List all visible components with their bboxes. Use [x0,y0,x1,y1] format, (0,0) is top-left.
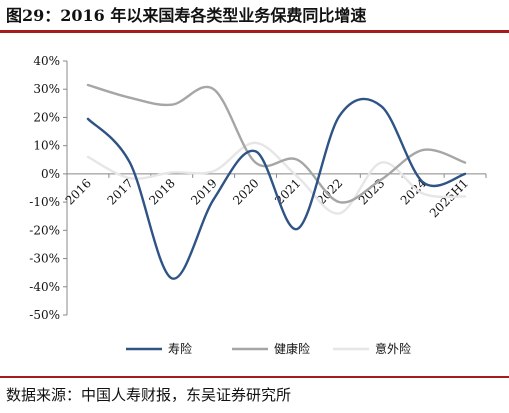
legend-label-0: 寿险 [168,341,192,356]
legend: 寿险 健康险 意外险 [126,341,411,356]
y-tick-label: 0% [41,167,60,181]
y-tick-label: 20% [33,110,60,124]
y-tick-label: 30% [33,82,60,96]
title-divider [0,30,509,33]
legend-label-2: 意外险 [375,341,411,356]
y-tick-label: -40% [29,280,60,294]
series-layer [86,83,467,280]
x-tick-label: 2023 [356,176,387,207]
axes-layer: 40%30%20%10%0%-10%-20%-30%-40%-50%2016 20… [29,54,487,322]
chart-title: 图29：2016 年以来国寿各类型业务保费同比增速 [6,6,367,25]
y-tick-label: 10% [33,139,60,153]
y-tick-label: -50% [29,308,60,322]
y-tick-label: 40% [33,54,60,68]
series-line-2 [86,141,467,215]
series-line-1 [86,83,467,204]
legend-label-1: 健康险 [274,341,310,356]
x-tick-label: 2017 [104,176,135,207]
series-line-0 [86,97,467,280]
x-tick-label: 2019 [188,176,219,207]
y-tick-label: -20% [29,223,60,237]
x-tick-label: 2020 [230,176,261,207]
line-chart: 40%30%20%10%0%-10%-20%-30%-40%-50%2016 20… [29,54,487,356]
x-tick-label: 2024 [398,176,430,208]
y-tick-label: -10% [29,195,60,209]
source-note: 数据来源：中国人寿财报，东吴证券研究所 [6,386,292,404]
x-tick-label: 2018 [146,176,177,207]
source-divider [0,376,509,378]
y-tick-label: -30% [29,252,60,266]
